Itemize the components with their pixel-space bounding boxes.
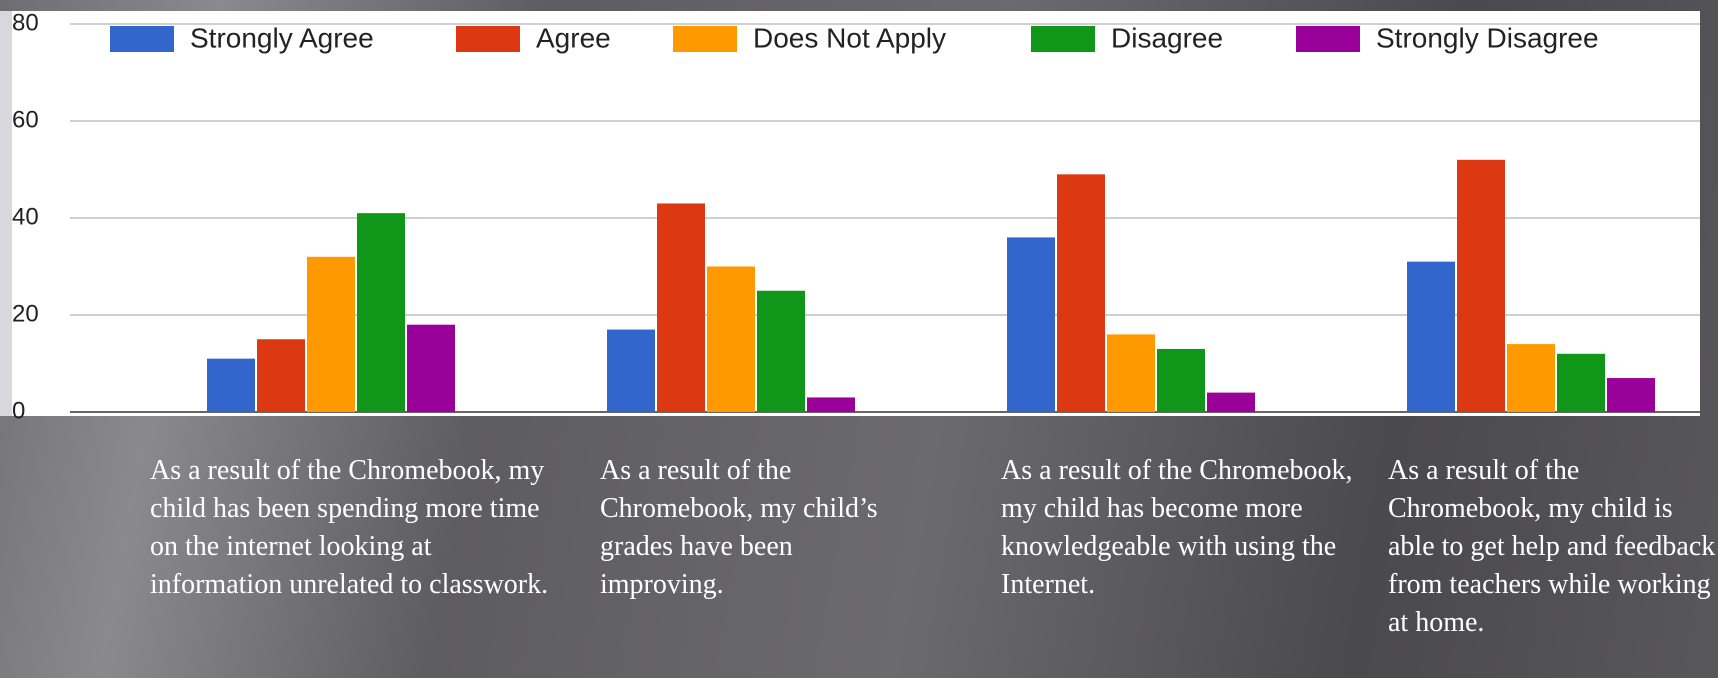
legend-label: Disagree <box>1111 22 1223 53</box>
bar <box>757 290 805 412</box>
y-tick-label: 60 <box>12 106 39 133</box>
bar <box>1457 159 1505 412</box>
bar <box>307 256 355 412</box>
bar <box>1207 392 1255 412</box>
y-tick-label: 40 <box>12 203 39 230</box>
legend-label: Does Not Apply <box>753 22 946 53</box>
bar <box>1557 353 1605 412</box>
bar <box>357 213 405 412</box>
legend-label: Agree <box>536 22 611 53</box>
category-label: As a result of the Chromebook, my child … <box>1388 455 1716 638</box>
bar <box>1507 344 1555 412</box>
bar <box>807 397 855 412</box>
category-label: As a result of the Chromebook, my child … <box>150 455 549 600</box>
y-tick-label: 80 <box>12 9 39 36</box>
bar <box>1157 348 1205 412</box>
bar <box>657 203 705 412</box>
bar <box>1607 378 1655 412</box>
category-label: As a result of the Chromebook, my child’… <box>600 455 878 600</box>
bar <box>1007 237 1055 412</box>
bar <box>607 329 655 412</box>
bar <box>1407 261 1455 412</box>
legend-swatch <box>673 26 737 52</box>
legend-swatch <box>1031 26 1095 52</box>
bar <box>1107 334 1155 412</box>
legend-label: Strongly Disagree <box>1376 22 1599 53</box>
legend-label: Strongly Agree <box>190 22 374 53</box>
chart: 0 20 40 60 80 Strongly Agree Agree Does Not App… <box>0 9 1700 424</box>
bar <box>207 358 255 412</box>
category-label: As a result of the Chromebook, my child … <box>1001 455 1353 600</box>
bar <box>707 266 755 412</box>
legend-swatch <box>1296 26 1360 52</box>
legend-swatch <box>456 26 520 52</box>
y-tick-label: 20 <box>12 300 39 327</box>
bar <box>1057 174 1105 412</box>
bar <box>407 324 455 412</box>
bar <box>257 339 305 412</box>
legend-swatch <box>110 26 174 52</box>
y-tick-label: 0 <box>12 397 25 424</box>
left-strip <box>0 11 12 416</box>
